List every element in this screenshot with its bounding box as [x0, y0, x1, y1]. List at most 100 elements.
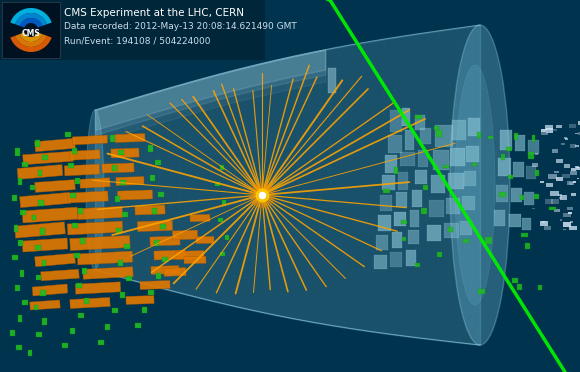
- Point: [258, 192, 267, 198]
- Bar: [116, 228, 121, 234]
- Bar: [42, 318, 47, 325]
- Bar: [184, 256, 206, 264]
- Bar: [528, 152, 534, 158]
- Bar: [154, 240, 159, 246]
- Bar: [20, 210, 26, 215]
- Bar: [401, 237, 405, 241]
- Bar: [406, 250, 416, 266]
- Bar: [176, 250, 204, 260]
- Bar: [220, 165, 224, 170]
- Bar: [508, 175, 513, 179]
- Bar: [524, 192, 534, 205]
- Bar: [388, 135, 402, 153]
- Bar: [376, 235, 388, 250]
- Bar: [400, 152, 415, 166]
- Bar: [452, 120, 466, 140]
- Bar: [328, 68, 336, 93]
- Bar: [448, 173, 464, 189]
- Bar: [380, 195, 392, 211]
- Bar: [575, 145, 579, 147]
- Bar: [418, 150, 428, 167]
- Point: [258, 192, 267, 198]
- Bar: [556, 159, 563, 163]
- Bar: [154, 250, 186, 260]
- Bar: [218, 218, 223, 222]
- Bar: [564, 164, 570, 168]
- Bar: [494, 210, 505, 226]
- Bar: [405, 130, 414, 150]
- Bar: [532, 163, 538, 167]
- Bar: [374, 255, 387, 269]
- Bar: [70, 298, 110, 308]
- Bar: [567, 181, 574, 185]
- Bar: [40, 228, 45, 235]
- Bar: [75, 282, 121, 294]
- Bar: [22, 207, 78, 223]
- Bar: [560, 142, 564, 145]
- Bar: [42, 155, 48, 160]
- Bar: [468, 118, 480, 136]
- Bar: [571, 193, 577, 196]
- Bar: [541, 129, 546, 132]
- Bar: [162, 257, 168, 262]
- Bar: [564, 137, 567, 140]
- Bar: [421, 208, 427, 214]
- Ellipse shape: [455, 65, 495, 305]
- Bar: [120, 292, 125, 298]
- Bar: [556, 177, 563, 181]
- Bar: [545, 199, 553, 204]
- Bar: [118, 150, 124, 155]
- Bar: [551, 199, 559, 203]
- Bar: [16, 345, 22, 350]
- Text: Data recorded: 2012-May-13 20:08:14.621490 GMT: Data recorded: 2012-May-13 20:08:14.6214…: [64, 22, 297, 31]
- Bar: [506, 147, 512, 151]
- Bar: [538, 285, 542, 291]
- Text: CMS Experiment at the LHC, CERN: CMS Experiment at the LHC, CERN: [64, 8, 244, 18]
- Bar: [464, 171, 476, 186]
- Polygon shape: [15, 34, 47, 47]
- Bar: [14, 222, 66, 238]
- Bar: [80, 238, 85, 244]
- Bar: [554, 171, 559, 173]
- Bar: [17, 164, 63, 179]
- Bar: [0, 0, 265, 60]
- Bar: [394, 167, 397, 174]
- Bar: [12, 195, 17, 201]
- Bar: [427, 225, 441, 241]
- Bar: [396, 192, 407, 207]
- Bar: [567, 207, 572, 210]
- Bar: [36, 275, 41, 280]
- Bar: [35, 140, 40, 147]
- Bar: [410, 210, 419, 227]
- Bar: [535, 153, 538, 155]
- Bar: [401, 220, 407, 224]
- Bar: [14, 225, 18, 232]
- Bar: [563, 212, 571, 218]
- Bar: [23, 151, 73, 165]
- Bar: [478, 289, 485, 294]
- Polygon shape: [15, 13, 47, 26]
- Bar: [160, 224, 166, 229]
- Bar: [423, 186, 428, 190]
- Bar: [520, 195, 524, 200]
- Bar: [78, 208, 83, 214]
- Bar: [383, 189, 390, 193]
- Bar: [15, 148, 20, 156]
- Bar: [535, 170, 539, 176]
- Bar: [528, 140, 539, 154]
- Bar: [412, 190, 422, 207]
- Bar: [32, 215, 36, 220]
- Bar: [548, 174, 557, 179]
- Bar: [41, 269, 79, 281]
- Bar: [569, 182, 573, 185]
- Bar: [135, 323, 141, 328]
- Bar: [148, 145, 153, 152]
- Polygon shape: [10, 8, 52, 24]
- Bar: [566, 138, 568, 140]
- Bar: [563, 229, 566, 231]
- Bar: [545, 125, 553, 130]
- Bar: [562, 174, 570, 178]
- Bar: [488, 136, 493, 139]
- Bar: [546, 128, 553, 133]
- Text: CMS: CMS: [21, 29, 41, 38]
